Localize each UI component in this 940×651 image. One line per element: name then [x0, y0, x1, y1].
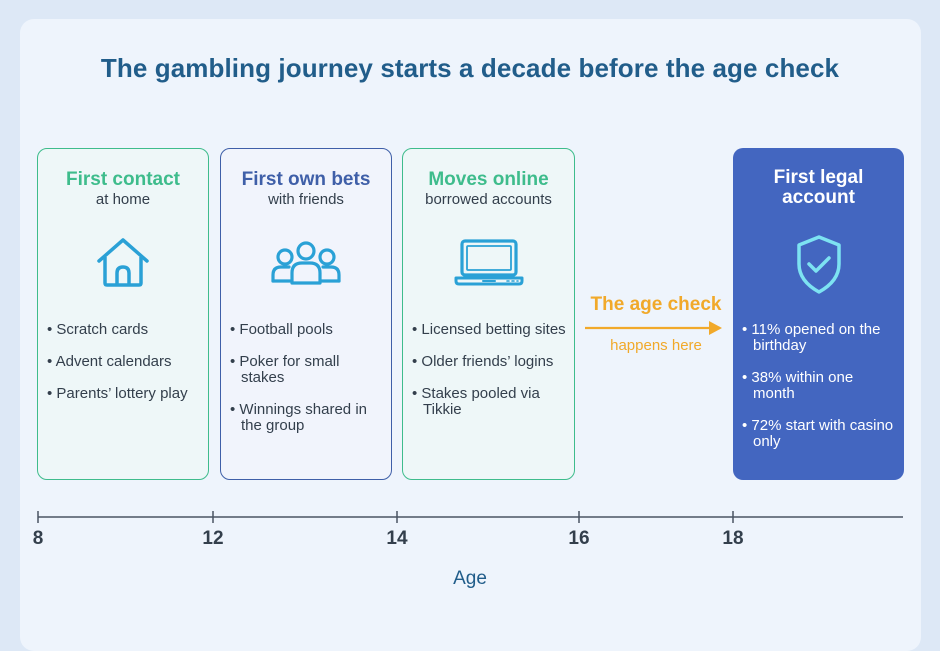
house-icon [95, 235, 151, 296]
list-item: • Stakes pooled via Tikkie [412, 385, 540, 418]
age-check-label: The age check [590, 294, 722, 315]
list-item: • Parents’ lottery play [47, 385, 188, 402]
list-item: • Football pools [230, 321, 333, 338]
stage-title: Moves online [428, 169, 549, 190]
axis-label: Age [453, 568, 487, 589]
stage-card-first-contact: First contact at home • Scratch cards • … [37, 148, 209, 480]
axis-tick-label: 12 [202, 528, 224, 549]
age-check-sublabel: happens here [610, 337, 702, 354]
axis-tick-label: 18 [722, 528, 744, 549]
list-item: • Advent calendars [47, 353, 172, 370]
final-bullets: • 11% opened on the birthday • 38% withi… [742, 322, 896, 466]
list-item: • Poker for small stakes [230, 353, 340, 386]
stage-card-first-legal-account: First legal account • 11% opened on the … [733, 148, 904, 480]
stage-card-first-own-bets: First own bets with friends • Football p… [220, 148, 392, 480]
list-item: • Older friends’ logins [412, 353, 554, 370]
arrow-right-icon [585, 321, 722, 335]
laptop-icon [453, 235, 525, 296]
stage-bullets: • Licensed betting sites • Older friends… [412, 322, 566, 434]
axis-tick-label: 16 [568, 528, 590, 549]
axis-tick-label: 8 [32, 528, 44, 549]
stage-card-moves-online: Moves online borrowed accounts • License… [402, 148, 575, 480]
group-icon [270, 235, 342, 296]
stage-title: First contact [65, 169, 181, 190]
stage-subtitle: borrowed accounts [425, 191, 552, 208]
stage-title: First legal account [773, 167, 864, 208]
list-item: • Licensed betting sites [412, 321, 566, 338]
stage-subtitle: at home [95, 191, 151, 208]
list-item: • 11% opened on the birthday [742, 321, 881, 354]
list-item: • 38% within one month [742, 369, 854, 402]
stage-subtitle: with friends [268, 191, 344, 208]
stage-bullets: • Scratch cards • Advent calendars • Par… [47, 322, 200, 418]
list-item: • Winnings shared in the group [230, 401, 367, 434]
list-item: • Scratch cards [47, 321, 149, 338]
stage-bullets: • Football pools • Poker for small stake… [230, 322, 383, 450]
shield-check-icon [795, 234, 843, 301]
stage-title: First own bets [241, 169, 371, 190]
diagram-title: The gambling journey starts a decade bef… [100, 53, 840, 83]
list-item: • 72% start with casino only [742, 417, 894, 450]
axis-tick-label: 14 [386, 528, 408, 549]
